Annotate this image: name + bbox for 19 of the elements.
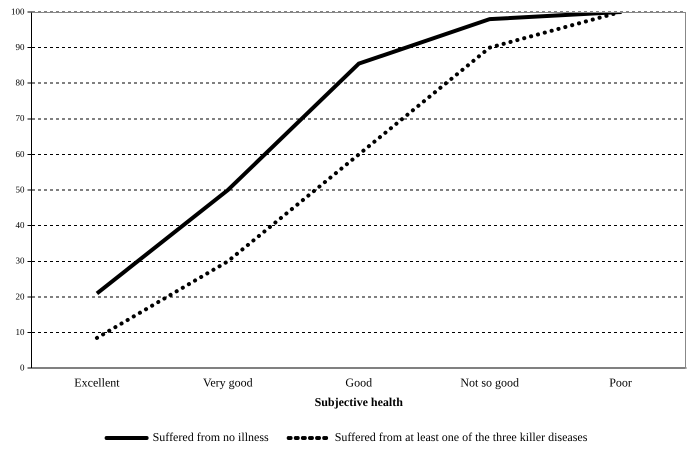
x-tick-label: Excellent [74,376,120,390]
x-axis-title: Subjective health [314,394,404,409]
y-tick-label: 40 [16,220,25,230]
y-tick-label: 90 [16,42,25,52]
x-tick-label: Not so good [460,376,519,390]
x-tick-label: Good [345,376,372,390]
y-tick-label: 80 [16,78,25,88]
y-tick-label: 10 [16,326,25,337]
legend-label: Suffered from no illness [152,430,270,444]
x-tick-label: Very good [203,376,253,390]
y-tick-label: 70 [16,113,25,124]
x-tick-label: Poor [609,376,632,390]
y-tick-label: 50 [16,184,25,194]
y-tick-label: 60 [16,148,25,159]
y-tick-label: 100 [11,6,25,16]
y-tick-label: 0 [20,362,25,373]
legend-label: Suffered from at least one of the three killer diseases [334,430,588,444]
y-tick-label: 30 [16,256,25,266]
y-tick-label: 20 [16,291,25,302]
